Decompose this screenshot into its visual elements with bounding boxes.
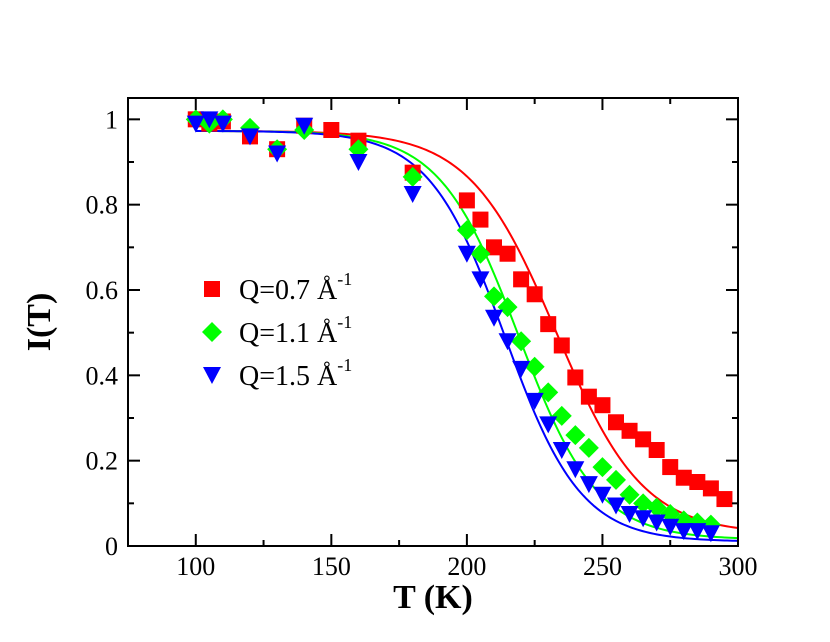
- data-point-series-3: [688, 523, 707, 541]
- data-point-series-1: [594, 397, 611, 414]
- data-point-series-3: [539, 416, 558, 434]
- data-point-series-3: [241, 128, 259, 146]
- data-point-series-1: [648, 442, 665, 458]
- data-point-series-3: [647, 514, 666, 532]
- y-tick-label: 0: [105, 532, 118, 561]
- data-point-series-1: [513, 271, 530, 288]
- data-point-series-2: [524, 356, 545, 377]
- legend-label-series-3: Q=1.5 Å-1: [239, 355, 352, 392]
- data-point-series-3: [674, 523, 693, 541]
- y-tick-label: 0.4: [86, 361, 119, 390]
- fit-curve-series-3: [195, 129, 739, 542]
- data-point-series-2: [456, 220, 477, 241]
- data-point-series-1: [675, 469, 692, 486]
- data-point-series-1: [472, 211, 489, 228]
- data-point-series-2: [606, 469, 626, 490]
- data-markers: [185, 109, 733, 543]
- legend-marker-series-2: [202, 322, 222, 342]
- data-point-series-3: [607, 497, 625, 515]
- legend-marker-series-3: [203, 367, 221, 384]
- data-point-series-3: [634, 510, 653, 528]
- legend: Q=0.7 Å-1 Q=1.1 Å-1 Q=1.5 Å-1: [202, 269, 352, 392]
- data-point-series-2: [470, 243, 491, 264]
- data-point-series-2: [619, 484, 640, 505]
- data-point-series-1: [621, 422, 638, 439]
- plot-frame: [127, 97, 739, 547]
- y-axis-title: I(T): [21, 293, 58, 352]
- data-point-series-1: [635, 431, 652, 448]
- y-tick-label: 1: [105, 105, 118, 134]
- data-point-series-2: [565, 425, 586, 446]
- x-tick-label: 300: [719, 552, 758, 581]
- data-point-series-3: [661, 518, 680, 536]
- data-point-series-2: [497, 297, 518, 318]
- data-point-series-1: [716, 491, 733, 508]
- data-point-series-3: [512, 360, 531, 378]
- data-point-series-1: [526, 286, 543, 303]
- data-point-series-3: [498, 333, 517, 351]
- x-tick-label: 100: [176, 552, 215, 581]
- legend-marker-series-1: [204, 281, 220, 297]
- data-point-series-3: [186, 115, 205, 133]
- data-point-series-2: [484, 286, 504, 307]
- data-point-series-3: [552, 442, 571, 459]
- data-point-series-3: [593, 486, 612, 504]
- data-point-series-1: [662, 459, 679, 476]
- data-point-series-3: [566, 461, 585, 479]
- data-point-series-3: [485, 309, 503, 327]
- data-point-series-1: [553, 337, 570, 354]
- y-tick-label: 0.8: [86, 191, 119, 220]
- x-tick-label: 200: [447, 552, 486, 581]
- data-point-series-2: [551, 405, 572, 426]
- data-point-series-1: [458, 192, 475, 209]
- data-point-series-2: [592, 457, 613, 478]
- data-point-series-3: [403, 186, 422, 203]
- y-tick-label: 0.6: [86, 276, 119, 305]
- data-point-series-1: [580, 388, 597, 405]
- data-point-series-2: [511, 331, 532, 352]
- data-point-series-1: [486, 239, 502, 256]
- data-point-series-1: [608, 414, 624, 431]
- y-tick-label: 0.2: [86, 447, 119, 476]
- data-point-series-1: [323, 122, 340, 138]
- data-point-series-1: [540, 316, 557, 333]
- x-tick-label: 250: [583, 552, 622, 581]
- data-point-series-3: [268, 145, 287, 163]
- data-point-series-3: [295, 117, 314, 135]
- data-point-series-2: [578, 437, 599, 458]
- data-point-series-1: [499, 245, 516, 262]
- data-point-series-3: [200, 111, 219, 129]
- data-point-series-1: [702, 480, 719, 497]
- data-point-series-3: [349, 154, 368, 171]
- x-axis-title: T (K): [393, 579, 473, 616]
- data-point-series-3: [620, 506, 639, 523]
- data-point-series-3: [457, 245, 476, 263]
- data-point-series-1: [689, 474, 706, 490]
- data-point-series-3: [525, 392, 544, 410]
- data-point-series-3: [213, 115, 232, 133]
- fit-curves: [195, 129, 739, 542]
- x-tick-label: 150: [312, 552, 351, 581]
- data-point-series-3: [579, 476, 598, 494]
- legend-label-series-1: Q=0.7 Å-1: [239, 269, 352, 306]
- data-point-series-3: [471, 271, 490, 289]
- legend-label-series-2: Q=1.1 Å-1: [239, 312, 352, 349]
- data-point-series-3: [701, 525, 720, 543]
- data-point-series-2: [538, 382, 559, 403]
- data-point-series-2: [402, 166, 423, 187]
- axis-ticks: 100 150 200 250 300 0 0.2 0.4 0.6 0.8 1: [86, 98, 758, 581]
- data-point-series-1: [567, 369, 584, 386]
